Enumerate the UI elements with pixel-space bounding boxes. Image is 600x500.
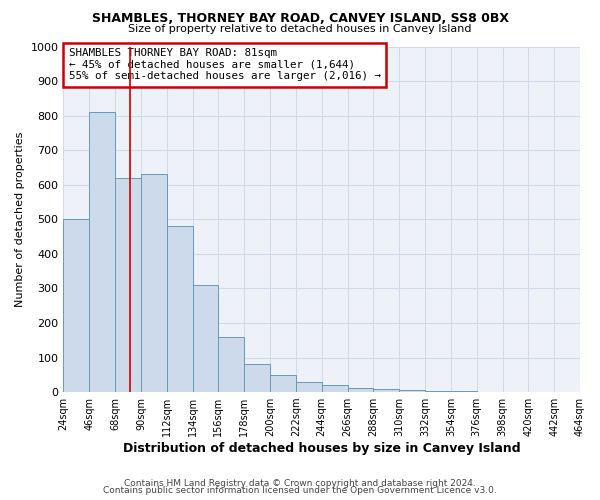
Bar [115, 178, 141, 392]
X-axis label: Distribution of detached houses by size in Canvey Island: Distribution of detached houses by size … [123, 442, 521, 455]
Bar [373, 390, 399, 392]
Text: Contains HM Land Registry data © Crown copyright and database right 2024.: Contains HM Land Registry data © Crown c… [124, 478, 476, 488]
Bar [64, 220, 89, 392]
Y-axis label: Number of detached properties: Number of detached properties [15, 132, 25, 307]
Text: Contains public sector information licensed under the Open Government Licence v3: Contains public sector information licen… [103, 486, 497, 495]
Bar [347, 388, 373, 392]
Bar [270, 376, 296, 392]
Text: SHAMBLES, THORNEY BAY ROAD, CANVEY ISLAND, SS8 0BX: SHAMBLES, THORNEY BAY ROAD, CANVEY ISLAN… [91, 12, 509, 26]
Text: Size of property relative to detached houses in Canvey Island: Size of property relative to detached ho… [128, 24, 472, 34]
Bar [244, 364, 270, 392]
Bar [399, 390, 425, 392]
Bar [167, 226, 193, 392]
Bar [322, 385, 347, 392]
Bar [193, 285, 218, 392]
Bar [89, 112, 115, 392]
Bar [218, 337, 244, 392]
Bar [296, 382, 322, 392]
Text: SHAMBLES THORNEY BAY ROAD: 81sqm
← 45% of detached houses are smaller (1,644)
55: SHAMBLES THORNEY BAY ROAD: 81sqm ← 45% o… [68, 48, 380, 82]
Bar [141, 174, 167, 392]
Bar [425, 391, 451, 392]
